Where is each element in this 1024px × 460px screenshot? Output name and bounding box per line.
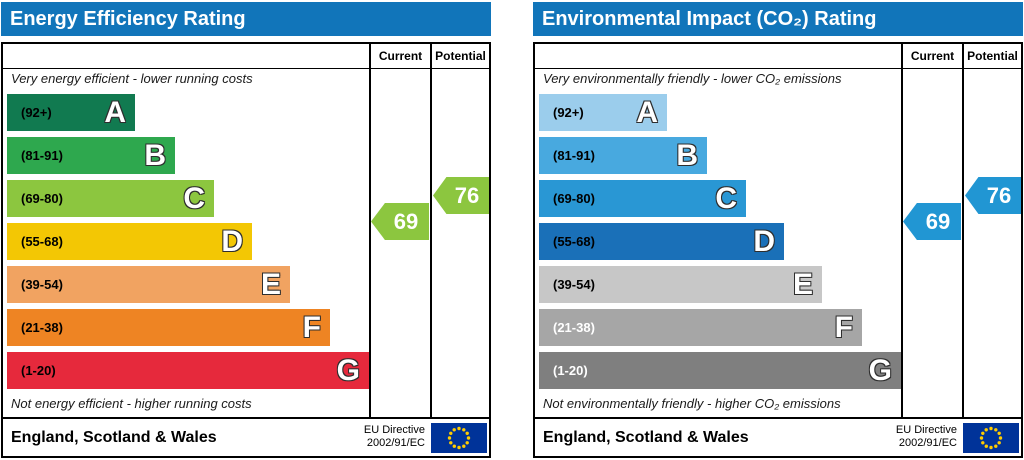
band-bar-E: (39-54) E xyxy=(539,266,822,303)
band-range-label: (81-91) xyxy=(21,148,63,163)
potential-rating-value: 76 xyxy=(986,182,1012,208)
band-letter: A xyxy=(636,95,659,129)
current-column-header: Current xyxy=(378,49,423,63)
band-range-label: (21-38) xyxy=(21,320,63,335)
energy-chart-title: Energy Efficiency Rating xyxy=(10,8,246,30)
potential-rating-marker: 76 xyxy=(965,177,1021,214)
potential-rating-value: 76 xyxy=(454,182,480,208)
co2-chart-table: Current Potential Very environmentally f… xyxy=(533,42,1023,458)
footer-divider xyxy=(3,417,489,419)
band-letter: D xyxy=(221,224,244,258)
rating-bands: (92+) A (81-91) B (69-80) C (55-68) D (39-54) E (2… xyxy=(539,94,901,395)
band-range-label: (1-20) xyxy=(21,363,56,378)
eu-flag-icon xyxy=(431,423,487,453)
potential-rating-marker: 76 xyxy=(433,177,489,214)
bottom-note: Not environmentally friendly - higher CO… xyxy=(543,396,841,411)
current-rating-value: 69 xyxy=(925,208,951,234)
band-row-A: (92+) A xyxy=(7,94,369,131)
top-note: Very energy efficient - lower running co… xyxy=(11,71,253,86)
band-bar-A: (92+) A xyxy=(539,94,667,131)
eu-flag-icon xyxy=(963,423,1019,453)
header-row-divider xyxy=(3,68,489,69)
band-letter: E xyxy=(260,267,281,301)
band-bar-G: (1-20) G xyxy=(539,352,901,389)
band-range-label: (92+) xyxy=(553,105,584,120)
band-row-D: (55-68) D xyxy=(7,223,369,260)
eu-directive-label: EU Directive 2002/91/EC xyxy=(363,424,425,449)
band-range-label: (69-80) xyxy=(21,191,63,206)
band-bar-F: (21-38) F xyxy=(539,309,862,346)
environmental-impact-chart: Environmental Impact (CO₂) Rating Curren… xyxy=(533,0,1023,460)
band-range-label: (81-91) xyxy=(553,148,595,163)
band-letter: C xyxy=(715,181,738,215)
band-range-label: (1-20) xyxy=(553,363,588,378)
header-row-divider xyxy=(535,68,1021,69)
band-row-D: (55-68) D xyxy=(539,223,901,260)
band-bar-B: (81-91) B xyxy=(539,137,707,174)
band-letter: G xyxy=(336,353,361,387)
band-range-label: (55-68) xyxy=(553,234,595,249)
band-range-label: (39-54) xyxy=(553,277,595,292)
band-row-G: (1-20) G xyxy=(7,352,369,389)
band-row-B: (81-91) B xyxy=(539,137,901,174)
current-rating-marker: 69 xyxy=(903,203,961,240)
region-label: England, Scotland & Wales xyxy=(543,429,749,446)
energy-efficiency-chart: Energy Efficiency Rating Current Potenti… xyxy=(1,0,491,460)
current-column-header: Current xyxy=(910,49,955,63)
band-bar-F: (21-38) F xyxy=(7,309,330,346)
band-bar-B: (81-91) B xyxy=(7,137,175,174)
band-range-label: (55-68) xyxy=(21,234,63,249)
potential-column-divider xyxy=(962,44,964,419)
chart-footer: England, Scotland & Wales EU Directive 2… xyxy=(3,419,489,456)
top-note: Very environmentally friendly - lower CO… xyxy=(543,71,842,86)
band-letter: E xyxy=(792,267,813,301)
chart-footer: England, Scotland & Wales EU Directive 2… xyxy=(535,419,1021,456)
band-row-E: (39-54) E xyxy=(7,266,369,303)
band-range-label: (69-80) xyxy=(553,191,595,206)
band-row-E: (39-54) E xyxy=(539,266,901,303)
band-row-F: (21-38) F xyxy=(7,309,369,346)
rating-bands: (92+) A (81-91) B (69-80) C (55-68) D (39-54) E (2… xyxy=(7,94,369,395)
current-column-divider xyxy=(901,44,903,419)
bottom-note: Not energy efficient - higher running co… xyxy=(11,396,252,411)
footer-divider xyxy=(535,417,1021,419)
band-bar-D: (55-68) D xyxy=(539,223,784,260)
band-bar-A: (92+) A xyxy=(7,94,135,131)
band-letter: F xyxy=(834,310,854,344)
band-row-A: (92+) A xyxy=(539,94,901,131)
band-row-B: (81-91) B xyxy=(7,137,369,174)
band-bar-D: (55-68) D xyxy=(7,223,252,260)
band-letter: F xyxy=(302,310,322,344)
band-row-G: (1-20) G xyxy=(539,352,901,389)
potential-column-divider xyxy=(430,44,432,419)
co2-title-bar: Environmental Impact (CO₂) Rating xyxy=(533,2,1023,36)
band-bar-C: (69-80) C xyxy=(7,180,214,217)
band-range-label: (92+) xyxy=(21,105,52,120)
band-letter: A xyxy=(104,95,127,129)
energy-chart-table: Current Potential Very energy efficient … xyxy=(1,42,491,458)
band-bar-G: (1-20) G xyxy=(7,352,369,389)
band-letter: G xyxy=(868,353,893,387)
band-range-label: (39-54) xyxy=(21,277,63,292)
energy-title-bar: Energy Efficiency Rating xyxy=(1,2,491,36)
band-bar-E: (39-54) E xyxy=(7,266,290,303)
eu-directive-label: EU Directive 2002/91/EC xyxy=(895,424,957,449)
potential-column-header: Potential xyxy=(967,49,1018,63)
band-row-C: (69-80) C xyxy=(7,180,369,217)
current-rating-marker: 69 xyxy=(371,203,429,240)
band-row-F: (21-38) F xyxy=(539,309,901,346)
band-row-C: (69-80) C xyxy=(539,180,901,217)
band-letter: C xyxy=(183,181,206,215)
current-column-divider xyxy=(369,44,371,419)
co2-chart-title: Environmental Impact (CO₂) Rating xyxy=(542,8,877,30)
band-letter: B xyxy=(676,138,699,172)
band-letter: D xyxy=(753,224,776,258)
band-bar-C: (69-80) C xyxy=(539,180,746,217)
region-label: England, Scotland & Wales xyxy=(11,429,217,446)
band-range-label: (21-38) xyxy=(553,320,595,335)
current-rating-value: 69 xyxy=(393,208,419,234)
band-letter: B xyxy=(144,138,167,172)
potential-column-header: Potential xyxy=(435,49,486,63)
